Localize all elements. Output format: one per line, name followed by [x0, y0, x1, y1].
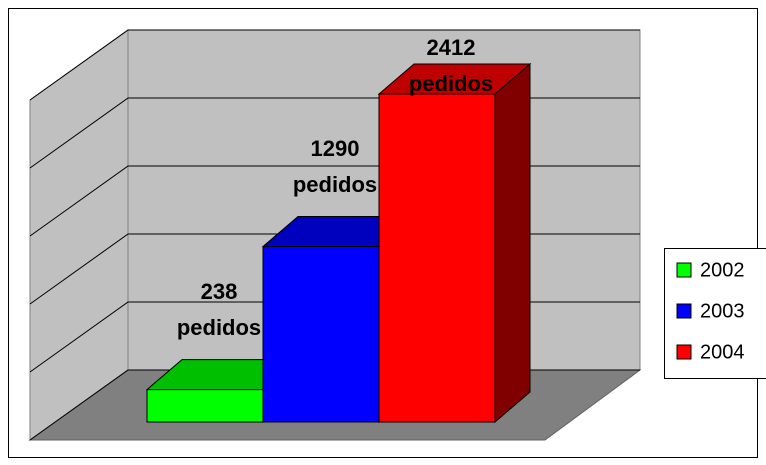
legend-label: 2003: [700, 300, 745, 322]
legend-label: 2004: [700, 341, 745, 363]
bar: [378, 93, 496, 423]
legend-label: 2002: [700, 259, 745, 281]
legend-swatch: [676, 262, 692, 278]
legend-swatch: [676, 344, 692, 360]
legend-swatch: [676, 303, 692, 319]
data-label: 2412 pedidos: [408, 35, 494, 96]
grid-line: [29, 29, 640, 101]
data-label: 238 pedidos: [176, 278, 262, 340]
bar: [262, 246, 380, 423]
bar-side: [494, 62, 531, 424]
side-wall: [29, 29, 129, 441]
bar: [146, 389, 264, 423]
data-label: 1290 pedidos: [292, 135, 378, 197]
